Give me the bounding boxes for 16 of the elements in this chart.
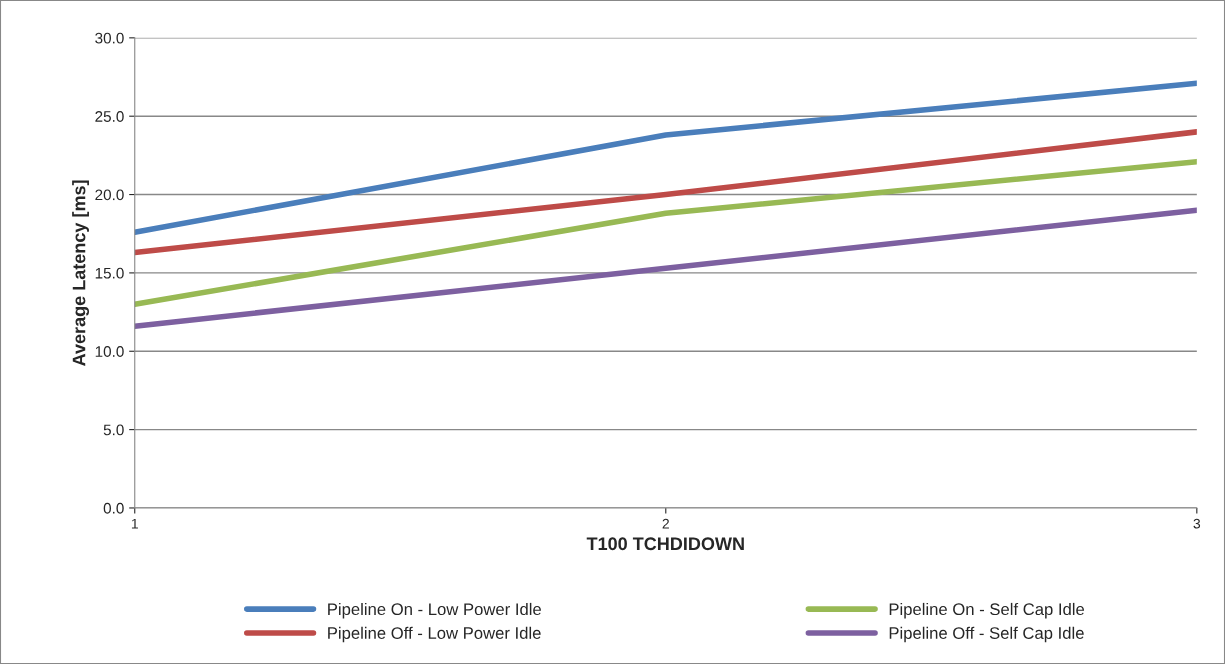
y-tick-label: 0.0 <box>103 502 124 514</box>
legend-label: Pipeline Off - Low Power Idle <box>328 626 541 643</box>
legend-label: Pipeline On - Self Cap Idle <box>889 602 1085 619</box>
y-tick-label: 20.0 <box>95 189 124 201</box>
y-axis-title: Average Latency [ms] <box>72 180 90 366</box>
y-tick-label: 15.0 <box>95 267 124 279</box>
y-tick-label: 25.0 <box>95 111 124 122</box>
y-tick-label: 5.0 <box>103 424 124 436</box>
x-axis-title: T100 TCHDIDOWN <box>586 537 744 551</box>
legend-label: Pipeline On - Low Power Idle <box>328 602 541 619</box>
x-tick-label: 1 <box>131 518 138 529</box>
x-tick-label: 2 <box>662 518 669 529</box>
legend-label: Pipeline Off - Self Cap Idle <box>889 626 1084 643</box>
y-tick-label: 30.0 <box>95 32 124 44</box>
x-tick-label: 3 <box>1193 518 1201 529</box>
y-tick-label: 10.0 <box>95 346 124 357</box>
